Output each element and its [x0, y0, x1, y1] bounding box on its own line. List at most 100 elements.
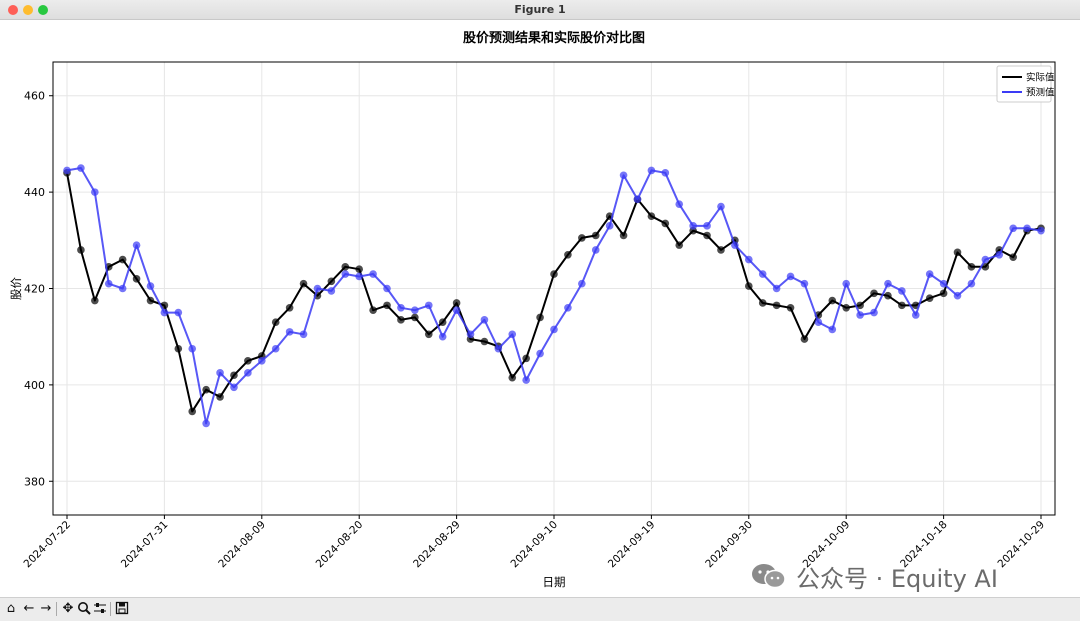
data-point-actual — [480, 337, 489, 346]
back-icon[interactable]: ← — [23, 601, 35, 616]
data-point-predicted — [800, 279, 809, 288]
data-point-predicted — [411, 306, 419, 314]
data-point-actual — [786, 303, 795, 312]
data-point-actual — [856, 301, 864, 310]
data-point-predicted — [717, 202, 725, 211]
data-point-actual — [842, 303, 850, 312]
data-point-predicted — [188, 344, 197, 353]
data-point-actual — [828, 296, 837, 305]
data-point-predicted — [884, 279, 892, 288]
zoom-icon[interactable] — [76, 601, 92, 617]
data-point-predicted — [341, 270, 350, 278]
data-point-predicted — [856, 311, 864, 319]
toolbar-separator — [56, 602, 57, 616]
data-point-predicted — [355, 272, 364, 281]
data-point-predicted — [522, 376, 530, 384]
data-point-predicted — [605, 222, 614, 230]
x-tick-label: 2024-08-20 — [314, 519, 366, 571]
minimize-window-button[interactable] — [23, 5, 33, 15]
data-point-actual — [174, 344, 183, 353]
forward-icon[interactable]: → — [40, 601, 52, 616]
data-point-predicted — [299, 330, 308, 339]
data-point-predicted — [870, 308, 878, 317]
data-point-actual — [369, 306, 377, 314]
data-point-predicted — [633, 195, 642, 204]
maximize-window-button[interactable] — [38, 5, 48, 15]
data-point-actual — [619, 231, 628, 240]
data-point-predicted — [1037, 226, 1045, 235]
data-point-actual — [981, 263, 990, 271]
toolbar-separator — [110, 602, 111, 616]
y-tick-label: 400 — [24, 379, 45, 392]
data-point-actual — [591, 231, 600, 240]
data-point-predicted — [1023, 224, 1031, 233]
home-icon[interactable]: ⌂ — [6, 601, 16, 616]
data-point-predicted — [104, 279, 113, 288]
data-point-predicted — [466, 330, 475, 339]
data-point-predicted — [369, 270, 377, 278]
data-point-predicted — [898, 287, 906, 295]
data-point-predicted — [536, 349, 544, 358]
data-point-predicted — [383, 284, 391, 293]
data-point-actual — [327, 277, 336, 286]
data-point-actual — [271, 318, 280, 327]
data-point-actual — [647, 212, 656, 221]
data-point-predicted — [758, 270, 767, 278]
data-point-actual — [77, 246, 85, 254]
data-point-actual — [675, 241, 684, 249]
data-point-actual — [202, 385, 210, 394]
data-point-predicted — [745, 255, 753, 264]
data-point-actual — [772, 301, 781, 310]
configure-icon[interactable] — [92, 601, 108, 617]
data-point-predicted — [981, 255, 990, 264]
data-point-predicted — [814, 318, 823, 327]
data-point-predicted — [939, 279, 948, 288]
y-tick-label: 440 — [24, 186, 45, 199]
data-point-actual — [661, 219, 670, 228]
legend-label-actual: 实际值 — [1026, 72, 1055, 84]
data-point-predicted — [438, 332, 447, 341]
data-point-actual — [118, 255, 127, 264]
x-tick-label: 2024-09-10 — [508, 519, 560, 571]
pan-icon[interactable]: ✥ — [62, 601, 74, 616]
data-point-actual — [91, 296, 99, 305]
data-point-actual — [717, 246, 725, 254]
data-point-predicted — [397, 303, 405, 312]
data-point-predicted — [953, 291, 962, 300]
data-point-predicted — [174, 308, 183, 317]
window-title: Figure 1 — [514, 3, 566, 16]
data-point-predicted — [689, 222, 697, 230]
data-point-actual — [424, 330, 433, 339]
x-tick-label: 2024-07-31 — [119, 519, 171, 571]
data-point-predicted — [160, 308, 169, 317]
data-point-predicted — [619, 171, 628, 180]
data-point-actual — [132, 275, 141, 283]
data-point-actual — [870, 289, 878, 298]
chart-title: 股价预测结果和实际股价对比图 — [463, 30, 645, 46]
watermark-text: 公众号 · Equity AI — [796, 564, 998, 593]
data-point-predicted — [647, 166, 656, 175]
data-point-predicted — [77, 164, 85, 172]
data-point-predicted — [258, 356, 266, 365]
data-point-actual — [800, 335, 809, 343]
data-point-predicted — [216, 369, 224, 377]
data-point-predicted — [842, 279, 850, 288]
close-window-button[interactable] — [8, 5, 18, 15]
data-point-predicted — [786, 272, 795, 281]
y-tick-label: 420 — [24, 283, 45, 296]
data-point-predicted — [424, 301, 433, 310]
data-point-actual — [244, 356, 252, 365]
data-point-actual — [564, 250, 572, 259]
y-tick-label: 460 — [24, 90, 45, 103]
y-axis-label: 股价 — [9, 277, 23, 300]
save-icon[interactable] — [114, 601, 130, 617]
data-point-actual — [383, 301, 391, 310]
data-point-predicted — [327, 287, 336, 295]
data-point-predicted — [452, 306, 461, 314]
data-point-actual — [745, 282, 753, 290]
data-point-actual — [146, 296, 155, 305]
legend-label-predicted: 预测值 — [1026, 87, 1055, 99]
data-point-actual — [939, 289, 948, 298]
data-point-predicted — [995, 250, 1004, 259]
data-point-actual — [522, 354, 530, 363]
